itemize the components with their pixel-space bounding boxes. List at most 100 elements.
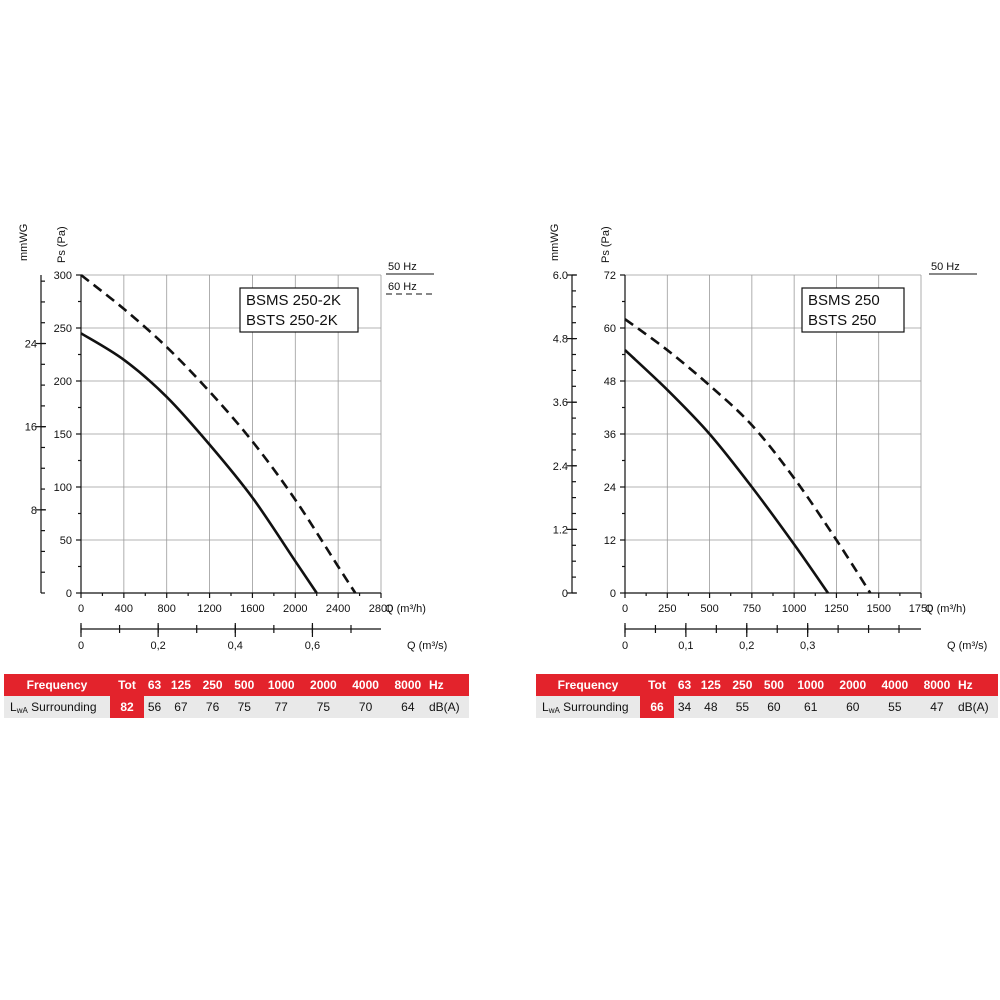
- value-63: 56: [144, 696, 166, 718]
- value-500: 60: [758, 696, 790, 718]
- y-axis-label: Ps (Pa): [56, 226, 68, 263]
- header-125: 125: [695, 674, 727, 696]
- header-1000: 1000: [789, 674, 832, 696]
- y2-tick-label: 8: [31, 505, 37, 517]
- x-tick-label: 0: [622, 603, 628, 615]
- x-tick-label: 400: [115, 603, 133, 615]
- header-hz: Hz: [429, 674, 469, 696]
- x-tick-label: 1250: [824, 603, 848, 615]
- frequency-key-label: 50 Hz: [931, 261, 960, 273]
- tot-value: 66: [640, 696, 674, 718]
- x-tick-label: 2000: [283, 603, 307, 615]
- header-63: 63: [674, 674, 696, 696]
- y-tick-label: 48: [604, 376, 616, 388]
- y2-tick-label: 2.4: [553, 461, 568, 473]
- value-2000: 60: [831, 696, 874, 718]
- header-250: 250: [196, 674, 229, 696]
- value-250: 76: [196, 696, 229, 718]
- unit-dba: dB(A): [429, 696, 469, 718]
- x-tick-label: 1600: [240, 603, 264, 615]
- tot-value: 82: [110, 696, 144, 718]
- frequency-key-label: 60 Hz: [388, 281, 417, 293]
- y2-tick-label: 16: [25, 422, 37, 434]
- y-tick-label: 300: [54, 270, 72, 282]
- y2-tick-label: 24: [25, 339, 37, 351]
- legend-entry: BSMS 250-2K: [246, 292, 341, 309]
- header-500: 500: [228, 674, 261, 696]
- y-tick-label: 60: [604, 323, 616, 335]
- header-250: 250: [726, 674, 759, 696]
- y-tick-label: 250: [54, 323, 72, 335]
- x2-tick-label: 0: [78, 640, 84, 652]
- value-4000: 70: [344, 696, 387, 718]
- header-tot: Tot: [110, 674, 144, 696]
- legend-box: [239, 287, 359, 333]
- y-tick-label: 50: [60, 535, 72, 547]
- y-tick-label: 72: [604, 270, 616, 282]
- header-4000: 4000: [344, 674, 387, 696]
- value-125: 48: [695, 696, 727, 718]
- x2-axis-label: Q (m³/s): [947, 640, 987, 652]
- x-tick-label: 800: [158, 603, 176, 615]
- y-tick-label: 24: [604, 482, 616, 494]
- x-tick-label: 1000: [782, 603, 806, 615]
- row-label-lwa: LwA Surrounding: [536, 696, 640, 718]
- x2-tick-label: 0,2: [150, 640, 165, 652]
- value-500: 75: [228, 696, 261, 718]
- x-axis-label: Q (m³/h): [385, 603, 426, 615]
- value-63: 34: [674, 696, 696, 718]
- header-4000: 4000: [873, 674, 916, 696]
- sound-table-left: Frequency Tot 63 125 250 500 1000 2000 4…: [4, 674, 469, 718]
- header-2000: 2000: [302, 674, 345, 696]
- x-tick-label: 250: [658, 603, 676, 615]
- y2-tick-label: 6.0: [553, 270, 568, 282]
- value-1000: 61: [789, 696, 832, 718]
- value-4000: 55: [873, 696, 916, 718]
- x2-tick-label: 0,1: [678, 640, 693, 652]
- x-tick-label: 1750: [909, 603, 933, 615]
- curve-dashed: [624, 318, 872, 594]
- y2-axis-label: mmWG: [18, 224, 30, 261]
- x-tick-label: 2800: [369, 603, 393, 615]
- curve-solid: [80, 332, 318, 594]
- x2-tick-label: 0,6: [305, 640, 320, 652]
- header-500: 500: [758, 674, 790, 696]
- x-axis-label: Q (m³/h): [925, 603, 966, 615]
- y2-tick-label: 3.6: [553, 397, 568, 409]
- x-tick-label: 1500: [866, 603, 890, 615]
- header-2000: 2000: [831, 674, 874, 696]
- value-2000: 75: [302, 696, 345, 718]
- legend-entry: BSTS 250: [808, 312, 876, 329]
- y-tick-label: 0: [66, 588, 72, 600]
- x2-tick-label: 0,3: [800, 640, 815, 652]
- header-frequency: Frequency: [4, 674, 110, 696]
- y2-tick-label: 0: [562, 588, 568, 600]
- y-axis-label: Ps (Pa): [600, 226, 612, 263]
- value-250: 55: [726, 696, 759, 718]
- y-tick-label: 150: [54, 429, 72, 441]
- legend-box: [801, 287, 905, 333]
- value-125: 67: [165, 696, 197, 718]
- legend-entry: BSMS 250: [808, 292, 880, 309]
- value-8000: 64: [386, 696, 429, 718]
- x-tick-label: 1200: [197, 603, 221, 615]
- x-tick-label: 2400: [326, 603, 350, 615]
- header-hz: Hz: [958, 674, 998, 696]
- y2-tick-label: 1.2: [553, 524, 568, 536]
- curve-dashed: [80, 273, 357, 594]
- sound-table-right: Frequency Tot 63 125 250 500 1000 2000 4…: [536, 674, 998, 718]
- curve-solid: [624, 349, 830, 594]
- header-tot: Tot: [640, 674, 674, 696]
- y-tick-label: 0: [610, 588, 616, 600]
- frequency-key-label: 50 Hz: [388, 261, 417, 273]
- value-1000: 77: [260, 696, 303, 718]
- y-tick-label: 12: [604, 535, 616, 547]
- y2-axis-label: mmWG: [549, 224, 561, 261]
- header-1000: 1000: [260, 674, 303, 696]
- x2-tick-label: 0,2: [739, 640, 754, 652]
- x2-tick-label: 0,4: [228, 640, 243, 652]
- x2-axis-label: Q (m³/s): [407, 640, 447, 652]
- y-tick-label: 200: [54, 376, 72, 388]
- unit-dba: dB(A): [958, 696, 998, 718]
